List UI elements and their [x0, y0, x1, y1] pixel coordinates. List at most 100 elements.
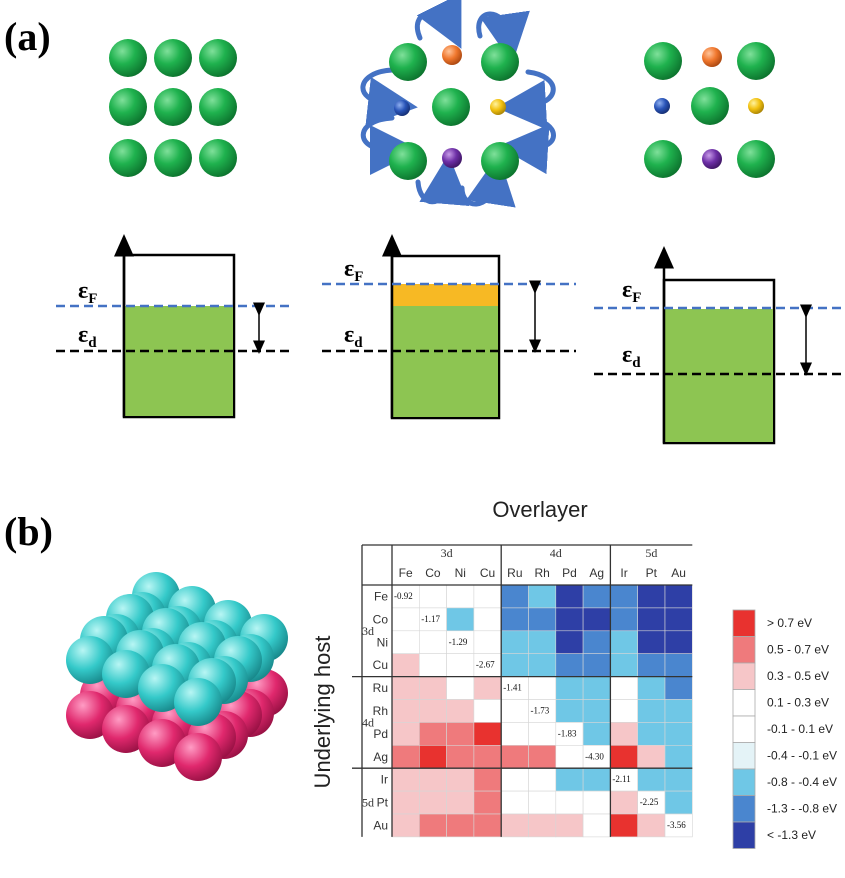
- underlying-host-title: Underlying host: [310, 636, 335, 789]
- atom-green: [737, 140, 775, 178]
- table-cell: [391, 607, 420, 632]
- table-cell: [664, 676, 693, 700]
- table-cell: [664, 653, 693, 677]
- column-label: Ag: [589, 566, 604, 580]
- diagonal-value: -2.67: [476, 660, 495, 670]
- table-cell: [473, 699, 502, 723]
- table-cell: [500, 699, 529, 723]
- table-cell: [500, 584, 529, 609]
- table-cell: [446, 813, 475, 838]
- diagonal-value: -2.25: [640, 797, 659, 807]
- table-cell: [418, 744, 447, 769]
- row-group-label: 3d: [362, 624, 374, 638]
- diagonal-value: -4.30: [585, 751, 604, 761]
- atom-green: [644, 42, 682, 80]
- table-cell: [500, 767, 529, 792]
- column-label: Pt: [646, 566, 658, 580]
- table-cell: [391, 767, 420, 792]
- atom-yellow: [490, 99, 506, 115]
- table-cell: [391, 630, 420, 654]
- table-cell: [637, 767, 666, 792]
- atom-green: [109, 88, 147, 126]
- column-label: Ni: [455, 566, 466, 580]
- row-label: Pd: [373, 727, 388, 741]
- table-cell: [528, 767, 557, 792]
- table-cell: [582, 767, 611, 792]
- diagonal-value: -1.17: [421, 614, 440, 624]
- table-cell: [637, 676, 666, 700]
- table-cell: [473, 630, 502, 654]
- column-group-label: 5d: [645, 546, 657, 560]
- table-cell: [582, 607, 611, 632]
- overlayer-slab-model: [66, 572, 288, 781]
- atom-orange: [442, 45, 462, 65]
- legend: > 0.7 eV 0.5 - 0.7 eV 0.3 - 0.5 eV 0.1 - 0.…: [732, 609, 837, 849]
- row-label: Ir: [381, 773, 388, 787]
- diagonal-value: -1.83: [558, 728, 577, 738]
- atom-purple: [442, 148, 462, 168]
- atom-orange: [702, 47, 722, 67]
- table-cell: [582, 813, 611, 838]
- lattice-strained: [360, 0, 556, 208]
- row-label: Rh: [373, 704, 388, 718]
- panel-b-label: (b): [4, 509, 53, 554]
- table-cell: [391, 722, 420, 746]
- legend-swatch: [732, 795, 756, 823]
- diagonal-value: -3.56: [667, 820, 686, 830]
- table-cell: [582, 722, 611, 746]
- table-cell: [637, 744, 666, 769]
- legend-swatch: [732, 662, 756, 690]
- table-cell: [610, 676, 639, 700]
- legend-swatch: [732, 609, 756, 637]
- table-cell: [637, 630, 666, 654]
- table-cell: [637, 653, 666, 677]
- table-cell: [418, 790, 447, 815]
- table-cell: [610, 790, 639, 815]
- column-group-label: 4d: [550, 546, 562, 560]
- legend-label: 0.1 - 0.3 eV: [767, 696, 829, 710]
- slab-atom-host: [138, 719, 186, 767]
- table-cell: [500, 607, 529, 632]
- band-diagram-3: εF εd: [594, 246, 845, 445]
- table-cell: [473, 584, 502, 609]
- slab-atom-host: [66, 691, 114, 739]
- table-cell: [500, 722, 529, 746]
- d-band-fill: [665, 309, 773, 442]
- column-label: Co: [425, 566, 441, 580]
- legend-swatch: [732, 768, 756, 796]
- legend-label: -0.4 - -0.1 eV: [767, 749, 837, 763]
- table-cell: [446, 767, 475, 792]
- slab-atom-host: [102, 705, 150, 753]
- table-cell: [500, 630, 529, 654]
- atom-blue: [394, 100, 410, 116]
- legend-label: -1.3 - -0.8 eV: [767, 802, 837, 816]
- table-cell: [446, 653, 475, 677]
- column-label: Fe: [399, 566, 413, 580]
- table-cell: [391, 699, 420, 723]
- table-cell: [528, 676, 557, 700]
- table-cell: [555, 813, 584, 838]
- row-label: Ni: [377, 635, 388, 649]
- table-cell: [610, 744, 639, 769]
- atom-green: [199, 39, 237, 77]
- table-cell: [528, 813, 557, 838]
- legend-swatch: [732, 689, 756, 717]
- slab-atom-overlayer: [66, 636, 114, 684]
- atom-green: [109, 39, 147, 77]
- band-diagram-1: εF εd: [56, 234, 290, 419]
- column-group-label: 3d: [441, 546, 453, 560]
- column-label: Ir: [620, 566, 627, 580]
- column-label: Au: [671, 566, 686, 580]
- lattice-pure: [109, 39, 237, 177]
- table-cell: [473, 744, 502, 769]
- table-cell: [528, 744, 557, 769]
- diagonal-value: -1.73: [531, 706, 550, 716]
- table-cell: [391, 790, 420, 815]
- table-cell: [582, 653, 611, 677]
- table-cell: [446, 722, 475, 746]
- table-cell: [500, 790, 529, 815]
- fermi-label: εF: [344, 256, 363, 285]
- atom-green: [389, 43, 427, 81]
- atom-purple: [702, 149, 722, 169]
